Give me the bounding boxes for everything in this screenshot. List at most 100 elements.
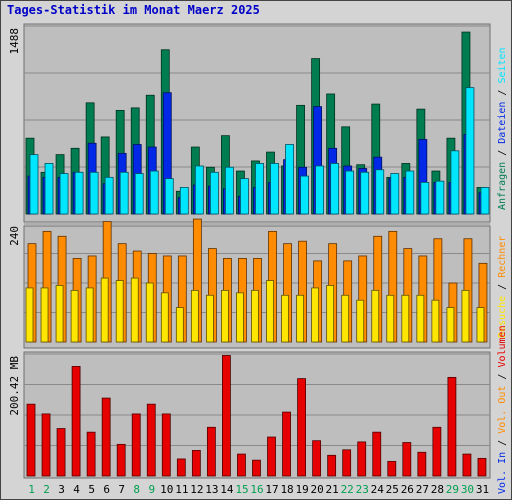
bar-volumen bbox=[161, 413, 171, 477]
x-tick-label: 30 bbox=[461, 483, 474, 496]
bar-volumen bbox=[237, 453, 246, 477]
x-tick-label: 10 bbox=[160, 483, 173, 496]
bar-volumen bbox=[56, 428, 66, 477]
bar-volumen bbox=[417, 451, 427, 477]
x-tick-label: 2 bbox=[43, 483, 50, 496]
bar-volumen bbox=[206, 426, 216, 477]
bar-besuche bbox=[356, 299, 365, 343]
bar-seiten bbox=[405, 170, 415, 215]
bar-volumen bbox=[222, 355, 231, 477]
x-tick-label: 14 bbox=[220, 483, 234, 496]
bar-besuche bbox=[431, 299, 440, 343]
bar-volumen bbox=[342, 449, 352, 477]
y-axis-max-label: 1488 bbox=[8, 28, 21, 55]
bar-seiten bbox=[360, 171, 370, 215]
bar-volumen bbox=[462, 453, 472, 477]
bar-seiten bbox=[450, 150, 460, 215]
bar-besuche bbox=[70, 289, 79, 343]
legend-item: Volumen bbox=[497, 325, 508, 367]
x-tick-label: 5 bbox=[88, 483, 95, 496]
bar-besuche bbox=[476, 307, 485, 343]
x-tick-label: 1 bbox=[28, 483, 35, 496]
bar-volumen bbox=[387, 460, 397, 477]
legend-volume: Vol. In / Vol. Out / Volumen bbox=[497, 325, 508, 494]
bar-besuche bbox=[40, 287, 49, 343]
legend-separator: / bbox=[497, 434, 508, 452]
bar-besuche bbox=[461, 289, 470, 343]
bar-volumen bbox=[357, 441, 367, 477]
bar-besuche bbox=[416, 294, 425, 343]
bar-seiten bbox=[270, 163, 279, 215]
bar-besuche bbox=[371, 289, 380, 343]
bar-seiten bbox=[89, 171, 99, 215]
bar-seiten bbox=[164, 178, 174, 215]
bar-besuche bbox=[55, 285, 64, 343]
legend-item: Anfragen bbox=[497, 162, 508, 210]
y-axis-max-label: 200.42 MB bbox=[8, 356, 21, 416]
bar-seiten bbox=[300, 175, 309, 215]
bar-besuche bbox=[130, 277, 139, 343]
bar-seiten bbox=[149, 170, 159, 215]
bar-seiten bbox=[104, 176, 114, 215]
bar-seiten bbox=[465, 87, 475, 215]
bar-seiten bbox=[480, 187, 490, 215]
bar-volumen bbox=[101, 397, 111, 477]
x-tick-label: 25 bbox=[386, 483, 399, 496]
legend-item: Vol. In bbox=[497, 452, 508, 494]
x-tick-label: 23 bbox=[356, 483, 369, 496]
bar-seiten bbox=[345, 170, 355, 215]
bar-seiten bbox=[59, 173, 69, 215]
bar-volumen bbox=[312, 440, 322, 477]
bar-seiten bbox=[194, 165, 204, 215]
bar-seiten bbox=[285, 144, 294, 215]
legend-item: Dateien bbox=[497, 102, 508, 144]
x-tick-label: 16 bbox=[250, 483, 263, 496]
x-tick-label: 28 bbox=[431, 483, 444, 496]
bar-volumen bbox=[477, 457, 487, 477]
bar-seiten bbox=[225, 166, 234, 215]
legend-separator: / bbox=[497, 368, 508, 386]
bar-seiten bbox=[315, 165, 325, 215]
bar-volumen bbox=[71, 366, 81, 477]
x-tick-label: 6 bbox=[103, 483, 110, 496]
x-tick-label: 31 bbox=[476, 483, 489, 496]
chart-title: Tages-Statistik im Monat Maerz 2025 bbox=[7, 3, 260, 17]
bar-besuche bbox=[236, 292, 244, 343]
bar-seiten bbox=[179, 187, 189, 215]
bar-volumen bbox=[176, 458, 186, 477]
bar-besuche bbox=[160, 292, 169, 343]
x-tick-label: 18 bbox=[280, 483, 293, 496]
legend-separator: / bbox=[497, 84, 508, 102]
bar-volumen bbox=[191, 450, 201, 477]
bar-volumen bbox=[252, 459, 261, 477]
legend-separator: / bbox=[497, 144, 508, 162]
bar-volumen bbox=[26, 403, 36, 477]
bar-besuche bbox=[296, 294, 304, 343]
x-tick-label: 7 bbox=[118, 483, 125, 496]
bar-volumen bbox=[297, 378, 306, 477]
bar-besuche bbox=[281, 294, 289, 343]
bar-besuche bbox=[85, 287, 94, 343]
bar-besuche bbox=[251, 289, 259, 343]
x-tick-label: 24 bbox=[371, 483, 385, 496]
bar-volumen bbox=[402, 442, 412, 477]
bar-besuche bbox=[145, 282, 154, 343]
legend-hits: Anfragen / Dateien / Seiten bbox=[497, 47, 508, 210]
bar-volumen bbox=[267, 436, 276, 477]
legend-visits: Besuche / Rechner bbox=[497, 236, 508, 338]
x-tick-label: 3 bbox=[58, 483, 65, 496]
bar-besuche bbox=[446, 307, 455, 343]
y-axis-max-label: 240 bbox=[8, 226, 21, 246]
legend-item: Rechner bbox=[497, 236, 508, 278]
bar-seiten bbox=[119, 171, 129, 215]
bar-volumen bbox=[41, 413, 51, 477]
x-tick-label: 27 bbox=[416, 483, 429, 496]
bar-besuche bbox=[175, 307, 184, 343]
bar-volumen bbox=[146, 403, 156, 477]
bar-seiten bbox=[29, 154, 39, 215]
bar-besuche bbox=[311, 287, 320, 343]
bar-besuche bbox=[190, 289, 199, 343]
x-tick-label: 19 bbox=[295, 483, 308, 496]
x-tick-label: 21 bbox=[326, 483, 339, 496]
x-tick-label: 8 bbox=[133, 483, 140, 496]
